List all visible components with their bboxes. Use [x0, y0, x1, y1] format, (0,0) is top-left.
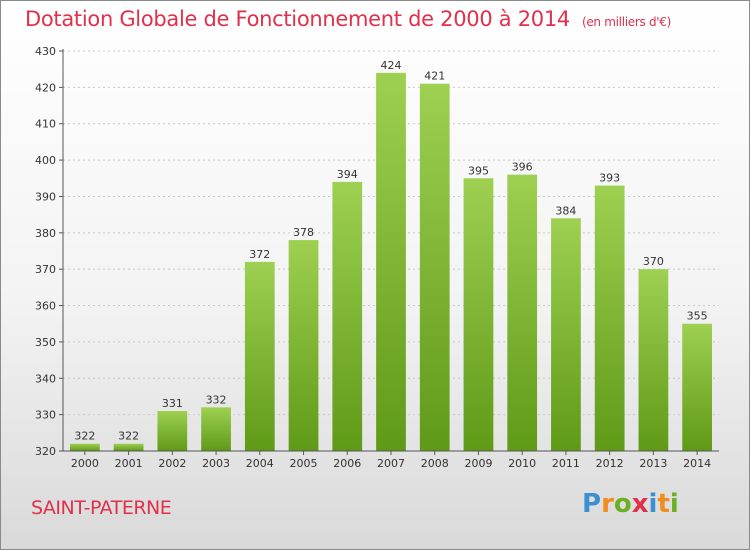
commune-name: SAINT-PATERNE [31, 497, 172, 519]
bar [507, 174, 538, 452]
bar [69, 443, 100, 451]
x-tick-label: 2000 [71, 457, 99, 470]
logo-letter: x [631, 489, 649, 519]
x-tick-label: 2004 [246, 457, 274, 470]
x-tick-label: 2013 [639, 457, 667, 470]
data-label: 372 [249, 248, 270, 261]
x-tick-label: 2007 [377, 457, 405, 470]
data-label: 332 [206, 393, 227, 406]
axes: 320 330 340 350 360 370 380 390 400 410 420 430 2000… [35, 45, 719, 470]
data-label: 355 [687, 310, 708, 323]
bar [551, 218, 581, 451]
bar [376, 72, 406, 452]
bar [157, 411, 188, 451]
y-tick-label: 360 [35, 300, 56, 313]
x-tick-label: 2001 [115, 457, 143, 470]
y-tick-label: 370 [35, 263, 56, 276]
bar [682, 323, 713, 451]
logo-letter: t [657, 489, 670, 519]
data-label: 322 [74, 430, 95, 443]
logo-letter: r [601, 489, 614, 519]
data-label: 331 [162, 397, 183, 410]
x-tick-label: 2012 [596, 457, 624, 470]
data-label: 421 [424, 70, 445, 83]
x-tick-label: 2011 [552, 457, 580, 470]
y-tick-label: 380 [35, 227, 56, 240]
data-label: 322 [118, 430, 139, 443]
bar [463, 178, 494, 452]
chart-title: Dotation Globale de Fonctionnement de 20… [25, 7, 671, 31]
y-tick-label: 420 [35, 81, 56, 94]
chart-title-text: Dotation Globale de Fonctionnement de 20… [25, 7, 570, 31]
bar [594, 185, 625, 451]
y-tick-label: 320 [35, 445, 56, 458]
y-tick-label: 430 [35, 45, 56, 58]
bar [332, 181, 363, 451]
bars: 322 322 331 332 372 378 394 424 421 395 396 384 393 3… [69, 59, 713, 452]
y-tick-label: 350 [35, 336, 56, 349]
data-label: 424 [381, 59, 402, 72]
x-tick-label: 2009 [464, 457, 492, 470]
data-label: 393 [599, 172, 620, 185]
x-tick-label: 2010 [508, 457, 536, 470]
logo-letter: o [613, 489, 632, 519]
x-tick-label: 2002 [158, 457, 186, 470]
bar [201, 407, 231, 451]
bar [638, 269, 669, 451]
chart-subtitle: (en milliers d'€) [581, 15, 671, 29]
bar [113, 443, 144, 451]
y-tick-label: 390 [35, 190, 56, 203]
x-tick-label: 2006 [333, 457, 361, 470]
x-tick-label: 2014 [683, 457, 711, 470]
y-tick-label: 400 [35, 154, 56, 167]
data-label: 394 [337, 168, 358, 181]
y-tick-label: 410 [35, 118, 56, 131]
y-tick-label: 340 [35, 372, 56, 385]
proxiti-logo: Proxiti [582, 489, 679, 519]
x-tick-label: 2008 [421, 457, 449, 470]
x-tick-label: 2005 [290, 457, 318, 470]
logo-letter: P [582, 489, 602, 519]
data-label: 395 [468, 164, 489, 177]
data-label: 384 [555, 204, 576, 217]
data-label: 378 [293, 226, 314, 239]
bar [244, 261, 275, 451]
bar [419, 83, 450, 452]
bar [288, 240, 319, 451]
data-label: 370 [643, 255, 664, 268]
logo-letter: i [648, 489, 658, 519]
y-tick-label: 330 [35, 409, 56, 422]
logo-letter: i [669, 489, 679, 519]
data-label: 396 [512, 161, 533, 174]
x-tick-label: 2003 [202, 457, 230, 470]
